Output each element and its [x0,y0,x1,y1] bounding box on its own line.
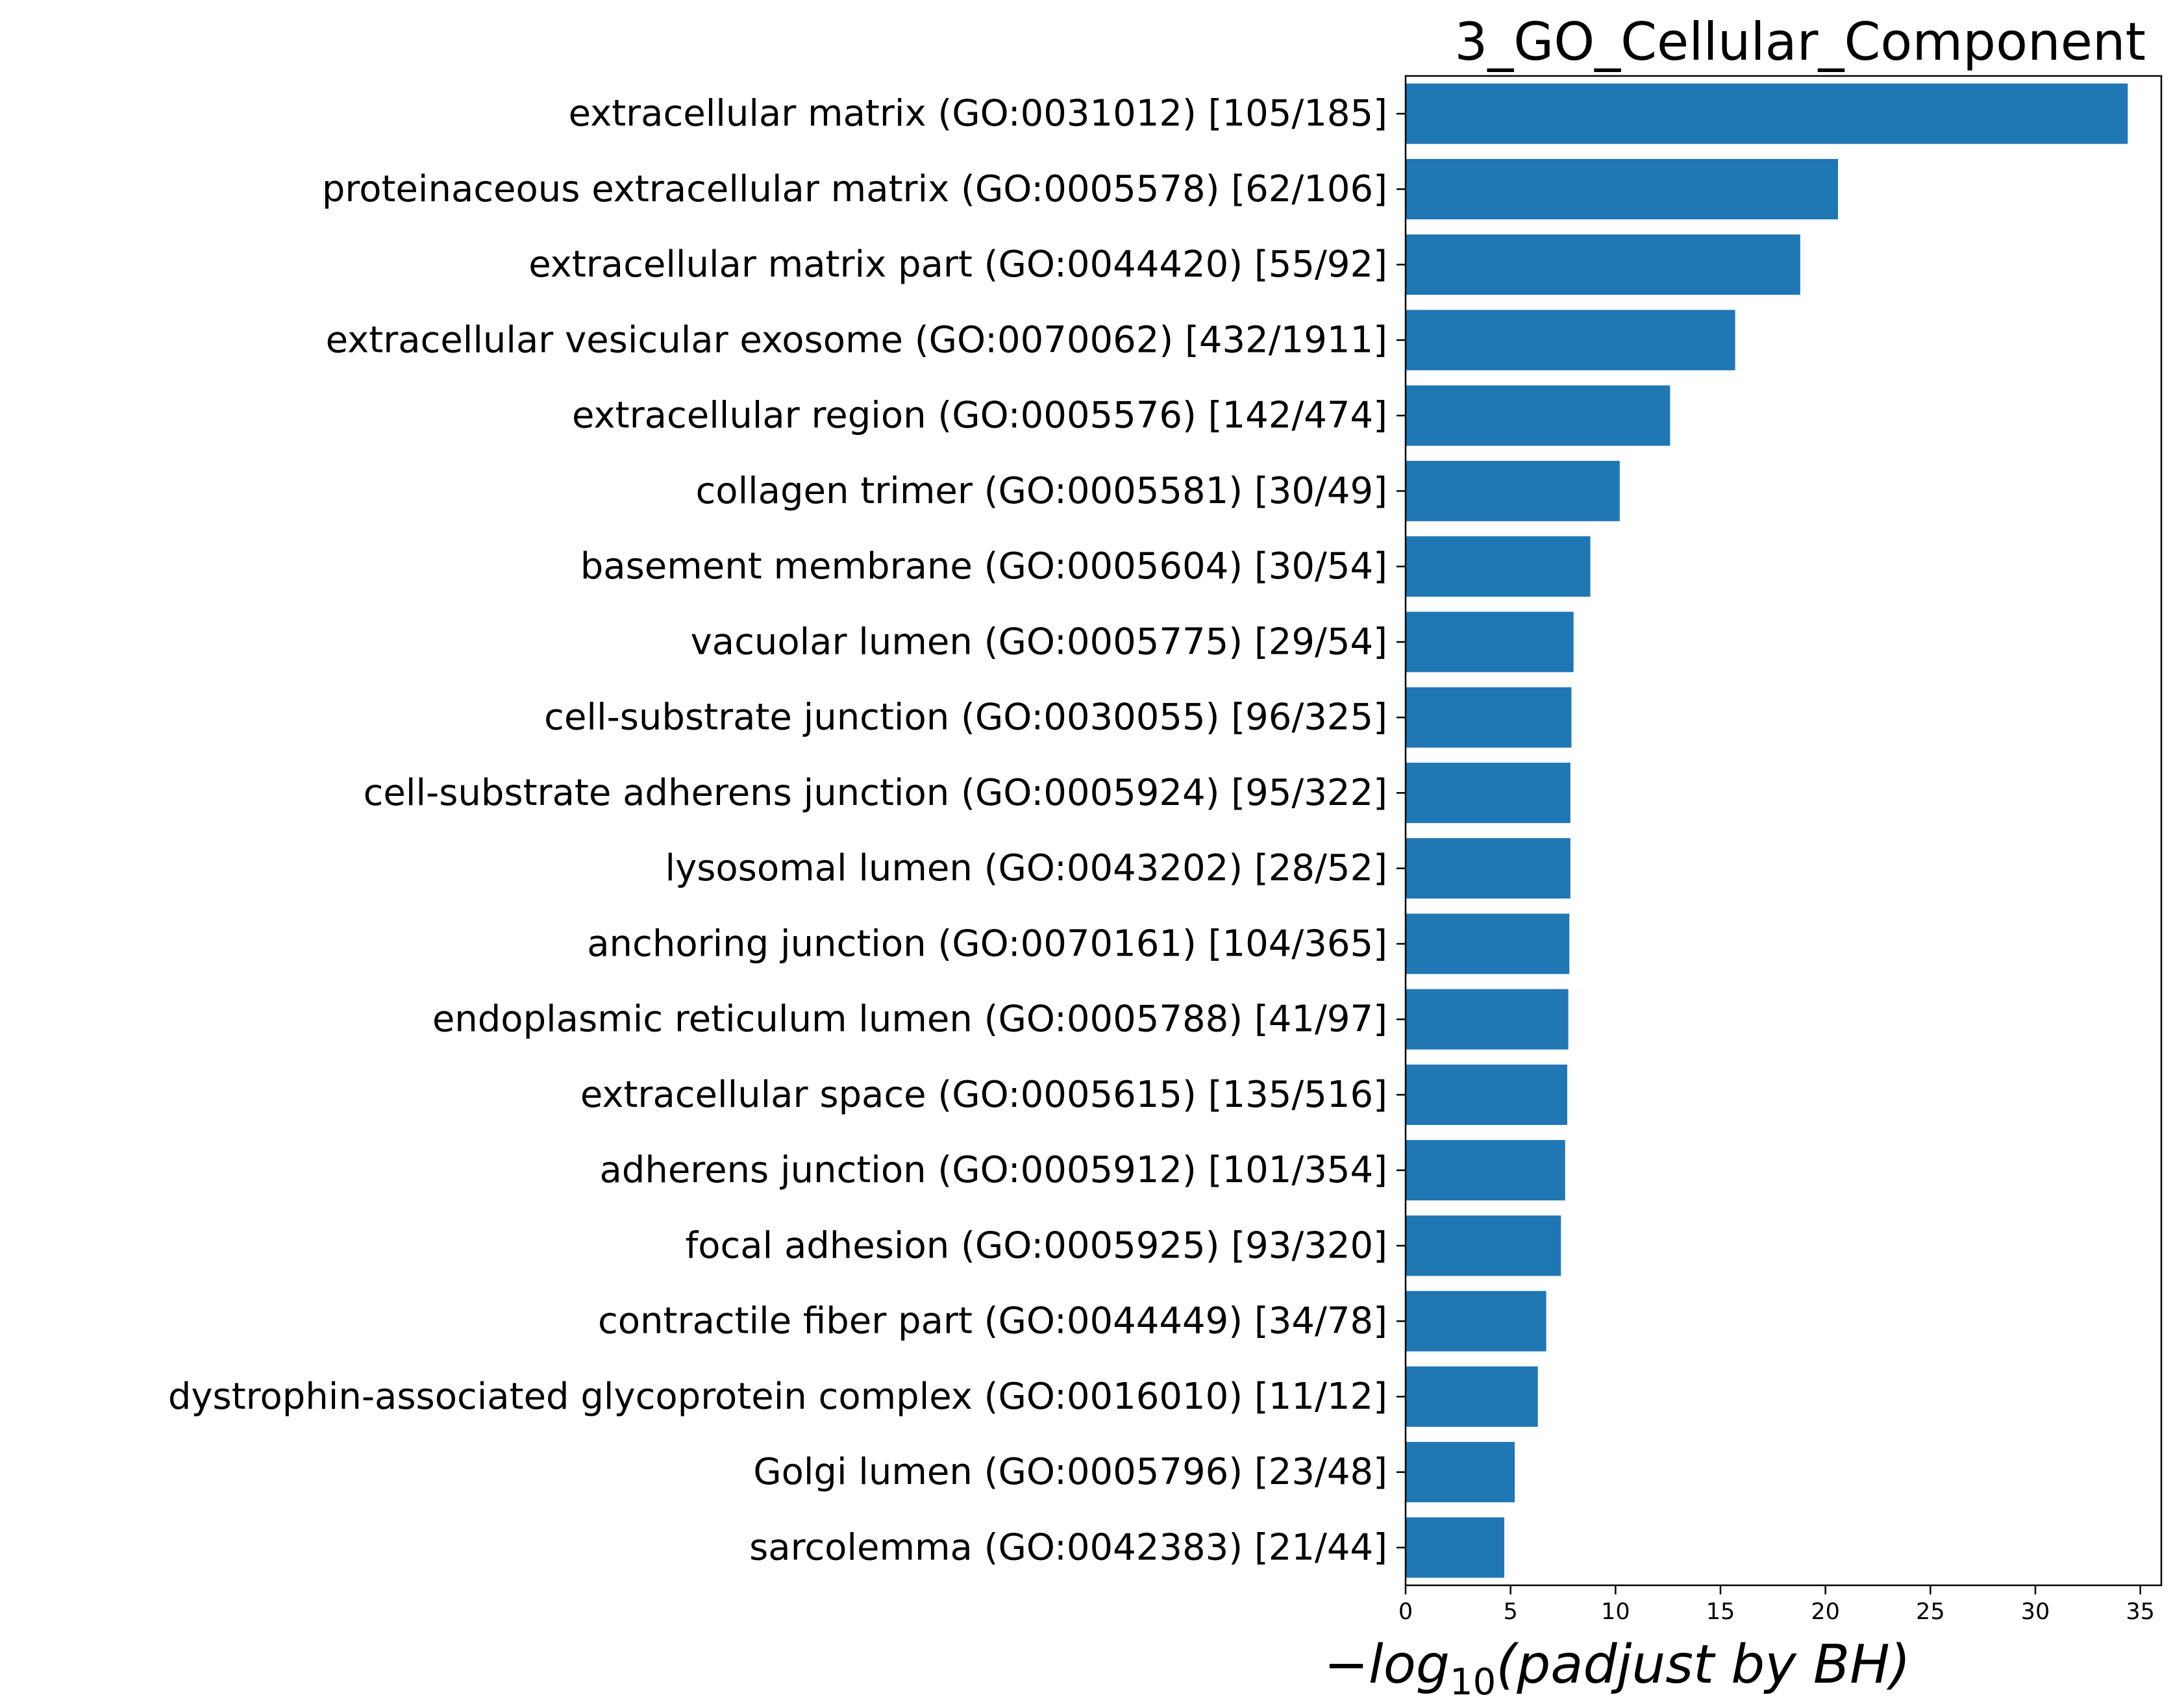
bar [1406,838,1571,899]
category-label: extracellular vesicular exosome (GO:0070… [326,319,1387,361]
x-tick-label: 35 [2126,1599,2155,1625]
category-label: sarcolemma (GO:0042383) [21/44] [749,1526,1387,1568]
bar [1406,158,1839,219]
x-tick-label: 10 [1601,1599,1630,1625]
bar [1406,989,1569,1050]
x-tick-label: 25 [1916,1599,1945,1625]
bar [1406,1366,1538,1427]
x-axis-label-minus: − [1324,1634,1369,1696]
bar [1406,612,1574,673]
category-label: contractile fiber part (GO:0044449) [34/… [598,1300,1387,1343]
x-axis-label-body: (padjust by BH) [1496,1634,1911,1696]
x-tick-label: 0 [1398,1599,1413,1625]
bar [1406,234,1800,295]
chart-title: 3_GO_Cellular_Component [1454,12,2146,72]
category-label: cell-substrate adherens junction (GO:000… [364,772,1387,814]
bar [1406,1140,1565,1201]
bar [1406,1291,1546,1352]
bar [1406,1442,1515,1503]
bar [1406,83,2128,144]
category-label: dystrophin-associated glycoprotein compl… [168,1376,1387,1418]
category-label: anchoring junction (GO:0070161) [104/365… [587,922,1387,965]
category-label: extracellular matrix (GO:0031012) [105/1… [569,93,1387,135]
bar [1406,536,1591,597]
category-label: vacuolar lumen (GO:0005775) [29/54] [691,621,1387,663]
plot-frame [1404,75,2163,1587]
bar [1406,385,1670,446]
bar [1406,913,1570,974]
bars-group [1406,83,2128,1578]
category-label: proteinaceous extracellular matrix (GO:0… [322,168,1387,210]
bar [1406,1517,1504,1578]
category-label: focal adhesion (GO:0005925) [93/320] [686,1224,1388,1267]
bar [1406,310,1735,371]
x-axis-label: −log10(padjust by BH) [1324,1634,1911,1703]
category-label: lysosomal lumen (GO:0043202) [28/52] [665,847,1387,889]
x-ticks-group: 0 5 10 15 20 25 30 35 [1398,1585,2155,1625]
category-label: cell-substrate junction (GO:0030055) [96… [544,697,1387,739]
bar [1406,762,1571,823]
x-tick-label: 20 [1811,1599,1840,1625]
bar [1406,1215,1561,1276]
category-label: Golgi lumen (GO:0005796) [23/48] [753,1451,1387,1493]
x-tick-label: 30 [2021,1599,2050,1625]
x-tick-label: 15 [1706,1599,1735,1625]
bar [1406,687,1572,748]
bar [1406,1064,1567,1125]
category-label: basement membrane (GO:0005604) [30/54] [580,545,1387,588]
category-label: collagen trimer (GO:0005581) [30/49] [696,470,1387,512]
category-label: extracellular region (GO:0005576) [142/4… [572,395,1387,437]
bar [1406,460,1620,521]
axes-group [1404,75,2163,1587]
category-label: extracellular space (GO:0005615) [135/51… [580,1074,1387,1116]
x-axis-label-log: log [1369,1634,1450,1696]
category-label: adherens junction (GO:0005912) [101/354] [599,1149,1387,1191]
x-tick-label: 5 [1504,1599,1518,1625]
category-label: extracellular matrix part (GO:0044420) [… [528,243,1387,286]
category-labels-group: extracellular matrix (GO:0031012) [105/1… [168,93,1406,1568]
x-axis-label-base: 10 [1450,1661,1496,1703]
category-label: endoplasmic reticulum lumen (GO:0005788)… [432,998,1387,1041]
